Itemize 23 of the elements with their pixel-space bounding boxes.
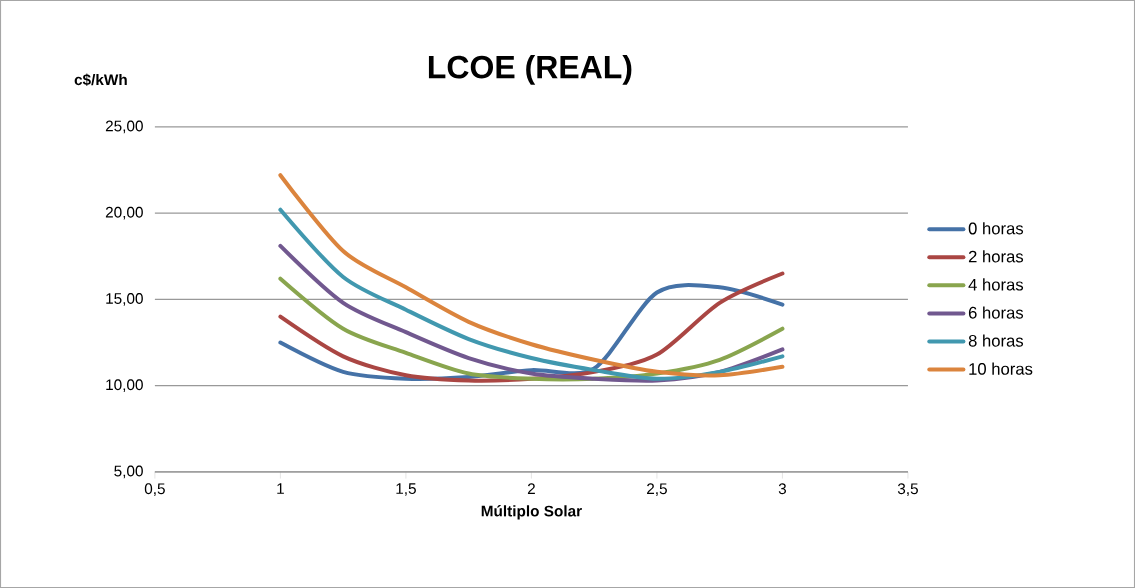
legend-label: 10 horas [969, 362, 1033, 375]
y-tick-label: 10,00 [106, 379, 143, 393]
y-tick-label: 5,00 [114, 465, 143, 479]
line-series [278, 207, 785, 381]
x-tick-label: 1 [277, 483, 284, 494]
legend-label: 8 horas [968, 334, 1024, 347]
x-tick-label: 2,5 [647, 483, 667, 496]
y-tick-label: 15,00 [106, 293, 143, 306]
y-axis-title: c$/kWh [74, 73, 127, 87]
y-tick-label: 20,00 [105, 206, 143, 220]
x-tick-label: 2 [527, 483, 535, 495]
line-series [278, 173, 785, 378]
x-tick-label: 1,5 [396, 483, 416, 496]
legend-label: 0 horas [968, 222, 1024, 235]
chart-title: LCOE (REAL) [428, 54, 632, 85]
y-tick-label: 25,00 [105, 120, 143, 134]
legend-label: 6 horas [968, 306, 1024, 319]
x-tick-label: 0,5 [144, 483, 165, 496]
legend-label: 2 horas [968, 250, 1024, 263]
x-axis-title: Múltiplo Solar [481, 505, 582, 520]
legend-label: 4 horas [968, 278, 1024, 291]
x-tick-label: 3,5 [897, 483, 918, 496]
x-tick-label: 3 [778, 483, 787, 495]
